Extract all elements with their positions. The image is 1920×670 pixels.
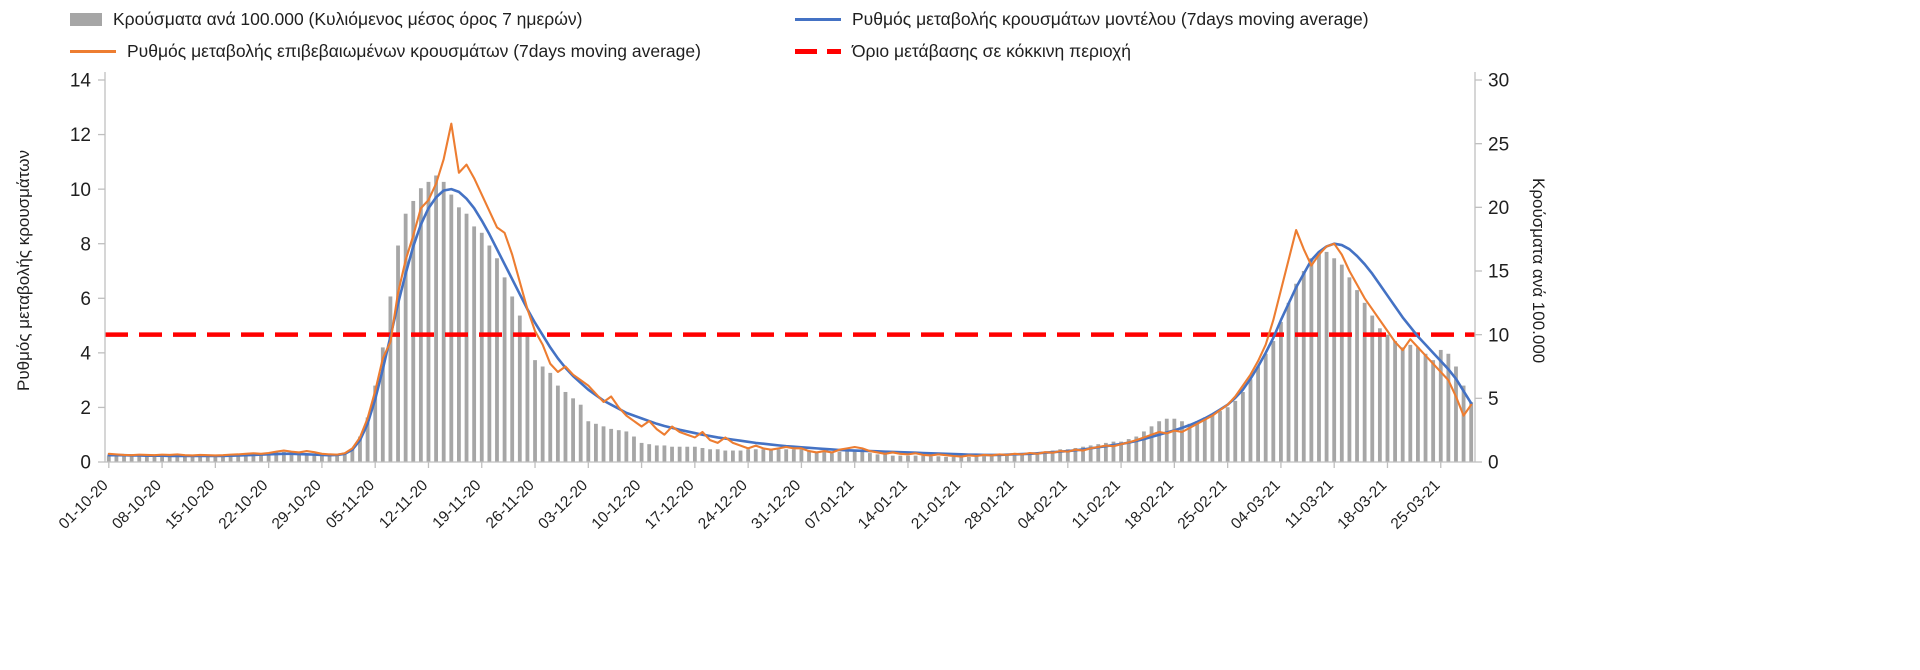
svg-text:15: 15 [1488,262,1509,283]
svg-text:14: 14 [70,71,92,92]
svg-text:11-02-21: 11-02-21 [1069,477,1124,532]
blue-line-swatch-icon [795,17,841,21]
svg-text:04-02-21: 04-02-21 [1015,477,1071,533]
svg-text:05-11-20: 05-11-20 [323,477,378,532]
svg-text:5: 5 [1488,389,1499,410]
svg-text:12-11-20: 12-11-20 [376,477,431,532]
svg-text:29-10-20: 29-10-20 [269,477,325,533]
right-axis-title: Κρούσματα ανά 100.000 [1529,178,1548,364]
svg-text:21-01-21: 21-01-21 [908,477,964,533]
svg-text:10: 10 [1488,325,1509,346]
orange-line-swatch-icon [70,49,116,53]
x-axis-tick-labels: 01-10-2008-10-2015-10-2022-10-2029-10-20… [56,477,1444,533]
svg-text:04-03-21: 04-03-21 [1228,477,1284,533]
legend-label-confirmed-line: Ρυθμός μεταβολής επιβεβαιωμένων κρουσμάτ… [127,40,701,61]
svg-text:10-12-20: 10-12-20 [589,477,645,533]
svg-text:6: 6 [80,289,91,310]
svg-text:12: 12 [70,125,91,146]
left-axis-tick-labels: 0 2 4 6 8 10 12 14 [70,71,92,474]
svg-text:03-12-20: 03-12-20 [535,477,591,533]
legend-item-confirmed-line: Ρυθμός μεταβολής επιβεβαιωμένων κρουσμάτ… [70,38,701,64]
svg-text:14-01-21: 14-01-21 [855,477,911,533]
bar-series-swatch-icon [70,12,102,26]
svg-text:15-10-20: 15-10-20 [162,477,218,533]
svg-text:20: 20 [1488,198,1509,219]
svg-text:10: 10 [70,180,91,201]
svg-text:18-03-21: 18-03-21 [1334,477,1390,533]
legend-item-model-line: Ρυθμός μεταβολής κρουσμάτων μοντέλου (7d… [795,6,1369,32]
svg-text:2: 2 [80,398,91,419]
svg-text:25-02-21: 25-02-21 [1175,477,1231,533]
svg-text:18-02-21: 18-02-21 [1121,477,1177,533]
svg-text:17-12-20: 17-12-20 [642,477,698,533]
legend-label-model-line: Ρυθμός μεταβολής κρουσμάτων μοντέλου (7d… [852,8,1369,29]
legend-label-cases-bars: Κρούσματα ανά 100.000 (Κυλιόμενος μέσος … [113,8,583,29]
svg-text:26-11-20: 26-11-20 [483,477,538,532]
svg-text:22-10-20: 22-10-20 [216,477,272,533]
legend-item-red-threshold: Όριο μετάβασης σε κόκκινη περιοχή [795,38,1131,64]
svg-text:0: 0 [80,453,91,474]
cases-bars-series [106,175,1474,463]
svg-text:30: 30 [1488,71,1509,92]
legend-item-cases-bars: Κρούσματα ανά 100.000 (Κυλιόμενος μέσος … [70,6,582,32]
svg-text:25: 25 [1488,134,1509,155]
svg-text:24-12-20: 24-12-20 [695,477,751,533]
confirmed-rate-line [107,122,1473,458]
right-axis-tick-labels: 0 5 10 15 20 25 30 [1488,71,1509,474]
red-dashed-swatch-icon [795,48,841,54]
svg-text:0: 0 [1488,453,1499,474]
axis-lines [98,72,1482,468]
legend-label-red-threshold: Όριο μετάβασης σε κόκκινη περιοχή [852,40,1132,61]
svg-text:28-01-21: 28-01-21 [961,477,1017,533]
svg-text:19-11-20: 19-11-20 [429,477,484,532]
svg-text:25-03-21: 25-03-21 [1388,477,1444,533]
svg-text:08-10-20: 08-10-20 [109,477,165,533]
svg-text:01-10-20: 01-10-20 [56,477,112,533]
svg-text:8: 8 [80,234,91,255]
svg-text:31-12-20: 31-12-20 [748,477,804,533]
svg-text:4: 4 [80,344,91,365]
svg-text:11-03-21: 11-03-21 [1282,477,1337,532]
svg-text:07-01-21: 07-01-21 [802,477,858,533]
left-axis-title: Ρυθμός μεταβολής κρουσμάτων [14,150,33,392]
